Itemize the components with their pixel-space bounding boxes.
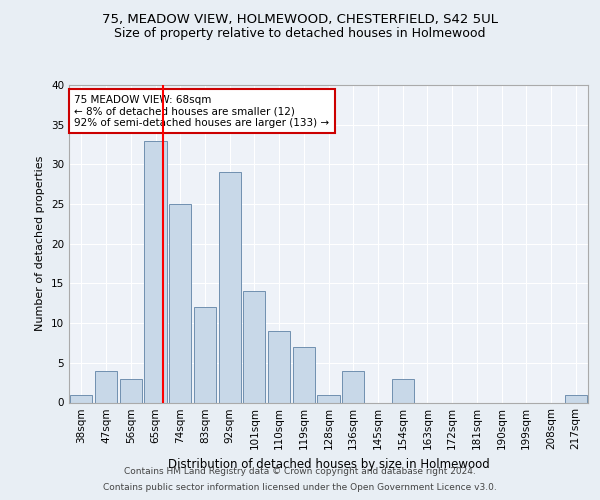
Text: Size of property relative to detached houses in Holmewood: Size of property relative to detached ho… xyxy=(114,28,486,40)
Text: Contains HM Land Registry data © Crown copyright and database right 2024.: Contains HM Land Registry data © Crown c… xyxy=(124,467,476,476)
Bar xyxy=(119,378,142,402)
X-axis label: Distribution of detached houses by size in Holmewood: Distribution of detached houses by size … xyxy=(167,458,490,471)
Bar xyxy=(243,292,265,403)
Y-axis label: Number of detached properties: Number of detached properties xyxy=(35,156,46,332)
Bar xyxy=(194,307,216,402)
Bar xyxy=(169,204,191,402)
Bar xyxy=(218,172,241,402)
Bar xyxy=(95,371,117,402)
Bar xyxy=(70,394,92,402)
Bar xyxy=(342,371,364,402)
Bar xyxy=(392,378,414,402)
Text: Contains public sector information licensed under the Open Government Licence v3: Contains public sector information licen… xyxy=(103,484,497,492)
Bar xyxy=(317,394,340,402)
Bar xyxy=(293,347,315,403)
Text: 75 MEADOW VIEW: 68sqm
← 8% of detached houses are smaller (12)
92% of semi-detac: 75 MEADOW VIEW: 68sqm ← 8% of detached h… xyxy=(74,94,329,128)
Bar xyxy=(565,394,587,402)
Text: 75, MEADOW VIEW, HOLMEWOOD, CHESTERFIELD, S42 5UL: 75, MEADOW VIEW, HOLMEWOOD, CHESTERFIELD… xyxy=(102,12,498,26)
Bar xyxy=(268,331,290,402)
Bar xyxy=(145,140,167,402)
